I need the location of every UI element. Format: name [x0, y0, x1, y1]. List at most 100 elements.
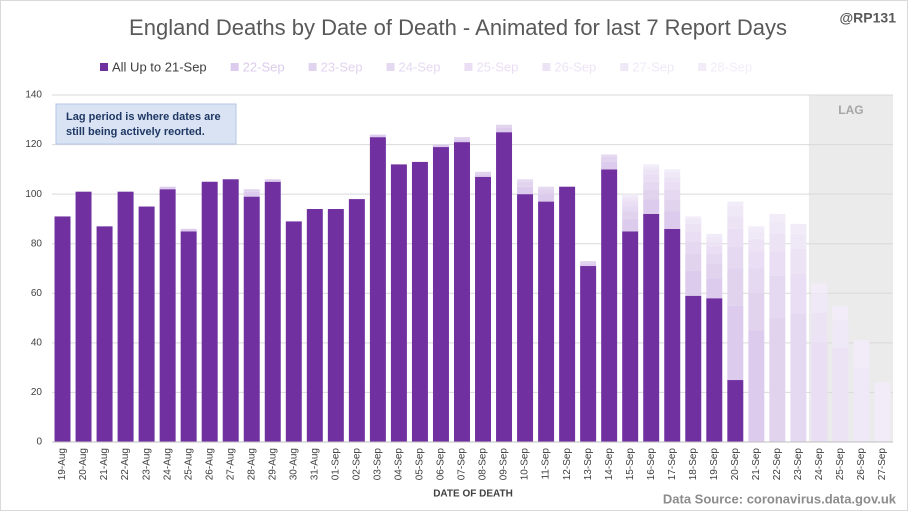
legend-marker — [230, 63, 239, 71]
x-axis-label: DATE OF DEATH — [433, 489, 513, 500]
bar-segment — [601, 169, 618, 442]
bar-segment — [559, 186, 576, 442]
x-tick-label: 03-Sep — [373, 448, 384, 481]
bar-segment — [622, 201, 639, 207]
x-tick-label: 21-Aug — [99, 448, 110, 480]
bar-segment — [664, 211, 681, 229]
bar-segment — [117, 191, 134, 442]
bar-segment — [790, 273, 807, 314]
bar-segment — [727, 228, 744, 247]
legend-label: 23-Sep — [321, 59, 363, 74]
x-tick-label: 13-Sep — [583, 448, 594, 481]
y-tick-label: 100 — [25, 189, 42, 200]
handle: @RP131 — [840, 10, 897, 26]
bar-segment — [622, 218, 639, 232]
bar-segment — [601, 154, 618, 157]
bar-segment — [748, 226, 765, 232]
bar-segment — [159, 189, 176, 442]
bar-segment — [643, 181, 660, 190]
bar-segment — [769, 213, 786, 222]
bar-segment — [453, 139, 470, 143]
bar-segment — [601, 161, 618, 170]
annotation-box — [55, 103, 237, 145]
bar-segment — [811, 293, 828, 314]
bar-segment — [243, 191, 260, 197]
bar-segment — [517, 181, 534, 187]
bar-segment — [327, 209, 344, 442]
bar-segment — [285, 221, 302, 442]
legend-label: 25-Sep — [476, 59, 518, 74]
bar-segment — [538, 189, 555, 195]
bar-segment — [159, 186, 176, 190]
y-tick-label: 120 — [25, 139, 42, 150]
bar-segment — [643, 174, 660, 182]
x-tick-label: 29-Aug — [267, 448, 278, 480]
legend-label: 22-Sep — [243, 59, 285, 74]
x-tick-label: 31-Aug — [309, 448, 320, 480]
x-tick-label: 07-Sep — [457, 448, 468, 481]
bar-segment — [769, 251, 786, 276]
x-tick-label: 16-Sep — [646, 448, 657, 481]
x-tick-label: 15-Sep — [625, 448, 636, 481]
bar-segment — [706, 253, 723, 264]
bar-segment — [664, 176, 681, 182]
bar-segment — [622, 194, 639, 197]
lag-label: LAG — [838, 103, 863, 117]
annotation-text: Lag period is where dates are — [66, 111, 221, 123]
legend-marker — [542, 63, 551, 71]
x-tick-label: 19-Sep — [709, 448, 720, 481]
x-tick-label: 11-Sep — [541, 448, 552, 480]
y-tick-label: 0 — [36, 437, 42, 448]
bar-segment — [790, 313, 807, 442]
bar-segment — [222, 179, 239, 442]
bar-segment — [264, 181, 281, 442]
bar-segment — [727, 216, 744, 229]
x-tick-label: 01-Sep — [330, 448, 341, 481]
bar-segment — [748, 231, 765, 239]
bar-segment — [643, 169, 660, 175]
bar-segment — [727, 206, 744, 217]
bar-segment — [811, 313, 828, 343]
bar-segment — [517, 194, 534, 442]
x-tick-label: 20-Aug — [78, 448, 89, 480]
legend-label: All Up to 21-Sep — [112, 59, 207, 74]
x-tick-label: 22-Sep — [772, 448, 783, 481]
bar-segment — [664, 189, 681, 200]
bar-segment — [643, 189, 660, 200]
bar-segment — [748, 293, 765, 331]
bar-segment — [496, 124, 513, 128]
bar-segment — [580, 266, 597, 442]
y-tick-label: 80 — [31, 238, 43, 249]
bar-segment — [727, 380, 744, 442]
bar-segment — [306, 209, 323, 442]
bar-segment — [475, 171, 492, 175]
annotation: Lag period is where dates are still being… — [55, 103, 237, 145]
bar-segment — [832, 347, 849, 442]
bar-segment — [453, 142, 470, 443]
bar-segment — [685, 253, 702, 271]
x-tick-label: 30-Aug — [288, 448, 299, 480]
x-tick-label: 04-Sep — [394, 448, 405, 481]
legend-marker — [386, 63, 395, 71]
bar-segment — [264, 179, 281, 182]
bar-segment — [769, 221, 786, 234]
bar-segment — [475, 174, 492, 177]
bar-segment — [664, 171, 681, 177]
bar-segment — [706, 241, 723, 247]
bar-segment — [769, 233, 786, 252]
bar-segment — [75, 191, 92, 442]
x-tick-label: 02-Sep — [352, 448, 363, 481]
bar-segment — [706, 246, 723, 254]
legend-marker — [620, 63, 629, 71]
bar-segment — [874, 382, 891, 442]
bar-segment — [622, 206, 639, 212]
bar-segment — [348, 199, 365, 442]
bar-segment — [580, 263, 597, 267]
bar-segment — [538, 194, 555, 202]
bar-segment — [664, 228, 681, 442]
bar-segment — [790, 223, 807, 234]
bar-segment — [643, 213, 660, 442]
legend-label: 28-Sep — [710, 59, 752, 74]
bar-segment — [727, 305, 744, 381]
bar-segment — [685, 231, 702, 242]
